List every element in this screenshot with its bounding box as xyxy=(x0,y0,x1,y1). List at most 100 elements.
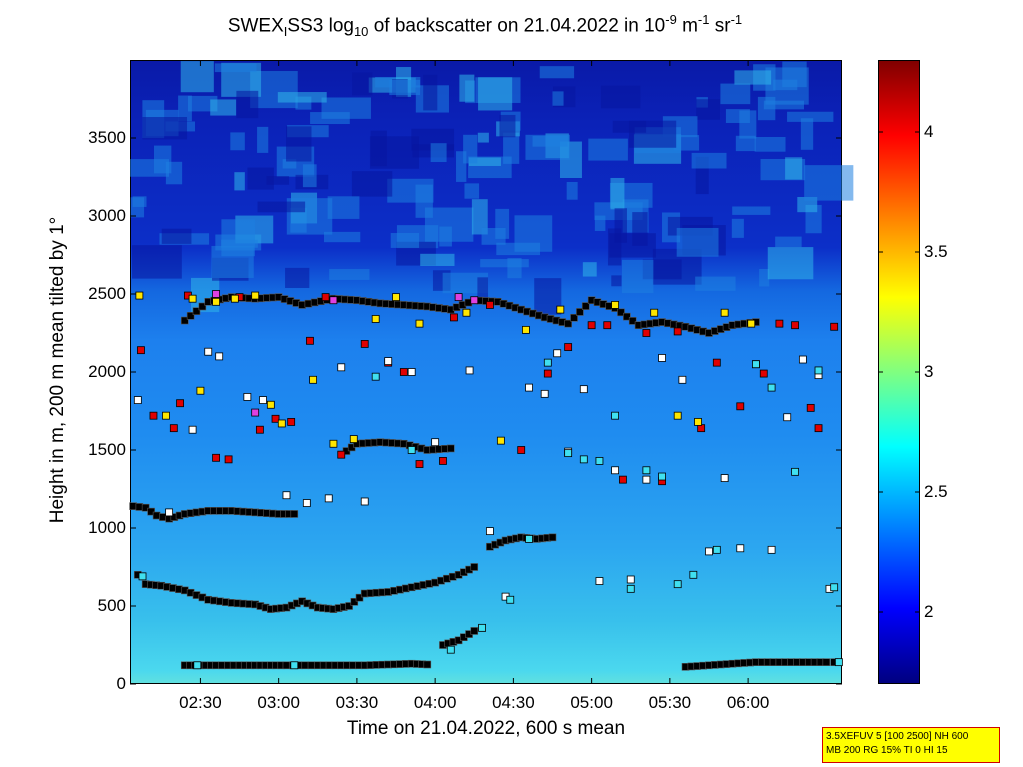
texture-patch xyxy=(734,70,772,85)
layer-marker-aerosol-top xyxy=(304,299,313,308)
point-cyan xyxy=(658,472,666,481)
point-red xyxy=(450,313,458,322)
point-cyan xyxy=(543,358,552,367)
point-cyan xyxy=(371,372,380,381)
texture-patch xyxy=(610,177,625,210)
layer-marker-aerosol-top xyxy=(310,298,319,307)
point-cyan xyxy=(689,570,698,579)
texture-patch xyxy=(369,136,420,169)
texture-patch xyxy=(775,236,802,248)
texture-patch xyxy=(390,233,420,248)
point-magenta xyxy=(454,293,463,302)
texture-patch xyxy=(456,151,467,182)
x-tick-label: 03:00 xyxy=(257,693,300,712)
texture-patch xyxy=(463,134,478,164)
point-yellow xyxy=(720,308,729,317)
point-cyan xyxy=(290,661,299,670)
point-red xyxy=(415,460,424,468)
point-cyan xyxy=(673,580,682,589)
texture-patch xyxy=(503,132,520,164)
texture-patch xyxy=(187,95,218,112)
texture-patch xyxy=(302,164,317,188)
point-yellow xyxy=(135,291,144,300)
y-tick-label: 1000 xyxy=(88,518,126,537)
texture-patch xyxy=(566,181,578,200)
layer-marker-residual-layer-low xyxy=(345,602,353,610)
layer-marker-layer-1100 xyxy=(152,511,161,520)
point-cyan xyxy=(446,645,455,654)
texture-patch xyxy=(214,63,257,73)
point-white xyxy=(705,547,713,556)
point-cyan xyxy=(712,545,721,554)
texture-patch xyxy=(696,99,720,120)
point-white xyxy=(324,494,333,503)
point-white xyxy=(133,396,142,404)
texture-patch xyxy=(234,172,245,191)
layer-marker-aerosol-top xyxy=(198,302,207,311)
texture-patch xyxy=(754,136,786,152)
texture-patch xyxy=(767,247,814,280)
point-red xyxy=(619,475,627,484)
x-tick-label: 03:30 xyxy=(335,693,379,712)
point-red xyxy=(176,399,184,408)
point-white xyxy=(540,389,549,398)
point-red xyxy=(543,369,552,378)
point-cyan xyxy=(193,661,202,670)
point-red xyxy=(587,321,596,330)
texture-patch xyxy=(420,253,455,266)
point-red xyxy=(642,329,651,337)
x-axis-label: Time on 21.04.2022, 600 s mean xyxy=(346,718,626,739)
texture-patch xyxy=(132,245,182,279)
texture-patch xyxy=(588,138,628,161)
layer-marker-aerosol-top xyxy=(581,302,590,310)
texture-patch xyxy=(594,215,606,231)
point-white xyxy=(204,347,213,356)
texture-patch xyxy=(230,132,245,151)
point-yellow xyxy=(747,319,756,328)
texture-patch xyxy=(499,114,516,138)
layer-marker-layer-1100 xyxy=(135,503,144,511)
point-yellow xyxy=(196,386,205,395)
layer-marker-residual-layer-low xyxy=(355,593,364,602)
texture-patch xyxy=(180,61,214,93)
texture-patch xyxy=(525,134,570,160)
point-yellow xyxy=(650,308,659,317)
texture-patch xyxy=(673,135,700,151)
point-white xyxy=(384,357,393,365)
point-cyan xyxy=(525,535,533,543)
point-white xyxy=(553,349,562,358)
point-cyan xyxy=(138,572,147,581)
point-cyan xyxy=(407,446,416,454)
point-white xyxy=(783,413,792,422)
point-red xyxy=(603,321,612,330)
point-cyan xyxy=(579,455,588,464)
x-tick-label: 05:30 xyxy=(648,693,692,712)
point-red xyxy=(287,418,296,426)
point-white xyxy=(658,354,666,362)
colorbar-ticks xyxy=(878,131,920,613)
point-yellow xyxy=(349,435,358,443)
point-cyan xyxy=(642,466,651,475)
point-white xyxy=(165,508,174,517)
texture-patch xyxy=(800,118,814,150)
point-white xyxy=(626,575,635,584)
texture-patch xyxy=(468,157,501,166)
point-yellow xyxy=(673,411,682,420)
texture-patch xyxy=(804,165,854,201)
texture-patch xyxy=(480,259,529,268)
point-yellow xyxy=(371,315,380,323)
point-red xyxy=(337,450,346,459)
point-red xyxy=(791,321,799,330)
point-yellow xyxy=(329,439,338,448)
texture-patch xyxy=(582,262,597,277)
point-red xyxy=(399,368,408,376)
point-white xyxy=(360,497,369,506)
texture-patch xyxy=(611,275,622,287)
point-magenta xyxy=(470,296,479,305)
point-magenta xyxy=(212,290,220,298)
point-red xyxy=(271,414,280,423)
chart-title: SWEXISS3 log10 of backscatter on 21.04.2… xyxy=(227,12,743,40)
layer-marker-layer-1100 xyxy=(141,503,150,512)
point-red xyxy=(224,455,233,464)
point-yellow xyxy=(611,301,619,309)
